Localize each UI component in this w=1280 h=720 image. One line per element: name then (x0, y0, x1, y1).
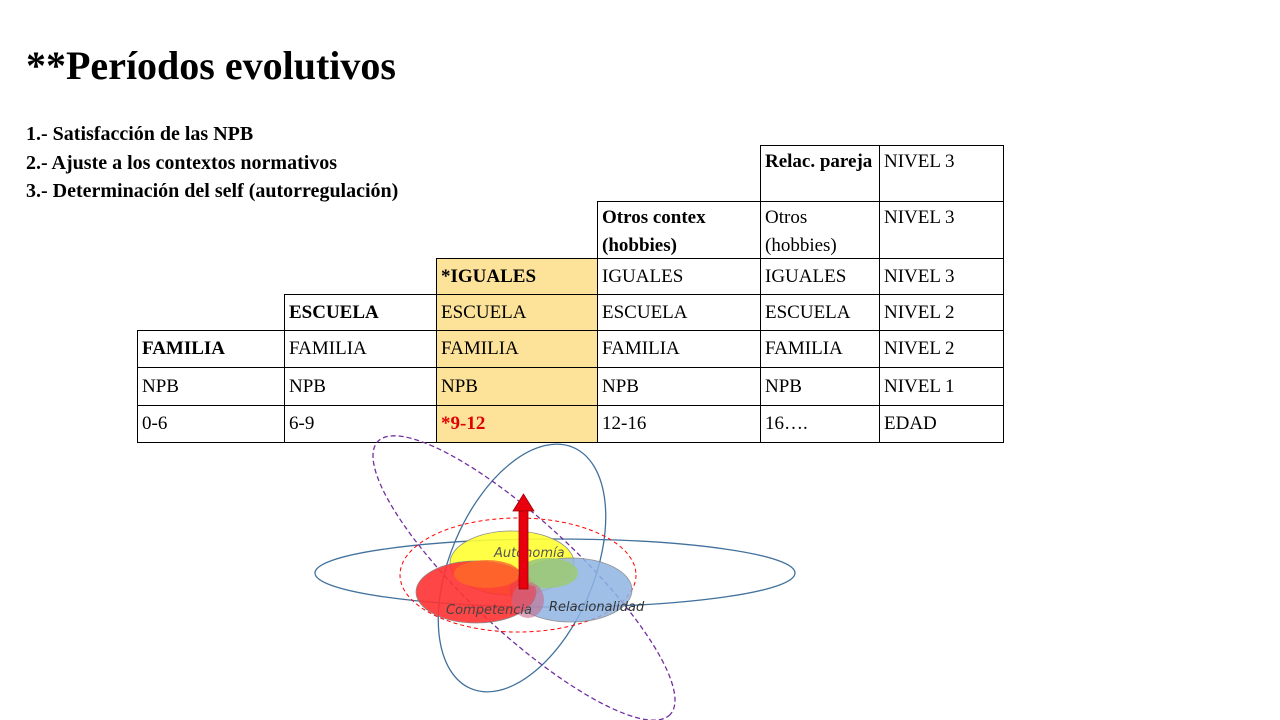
autonomia-label: Autonomía (493, 546, 565, 561)
goals-list: 1.- Satisfacción de las NPB 2.- Ajuste a… (26, 120, 398, 206)
cell-edad-c6: EDAD (879, 405, 1004, 443)
relacionalidad-label: Relacionalidad (549, 600, 645, 615)
cell-escuela-c3: ESCUELA (436, 294, 598, 331)
cell-edad-c3: *9-12 (436, 405, 598, 443)
cell-familia-c3: FAMILIA (436, 330, 598, 368)
overlap-red-blue (512, 582, 544, 618)
goal-2: 2.- Ajuste a los contextos normativos (26, 151, 338, 174)
upward-arrow-icon (512, 493, 535, 590)
slide-title: **Períodos evolutivos (26, 43, 396, 88)
goal-1: 1.- Satisfacción de las NPB (26, 123, 254, 145)
overlap-yellow-blue (518, 558, 578, 588)
goal-3: 3.- Determinación del self (autorregulac… (26, 180, 399, 202)
competencia-label: Competencia (446, 603, 532, 618)
cell-npb-c3: NPB (436, 367, 598, 406)
dashed-red-circle (399, 517, 637, 633)
overlap-yellow-red (454, 560, 520, 588)
